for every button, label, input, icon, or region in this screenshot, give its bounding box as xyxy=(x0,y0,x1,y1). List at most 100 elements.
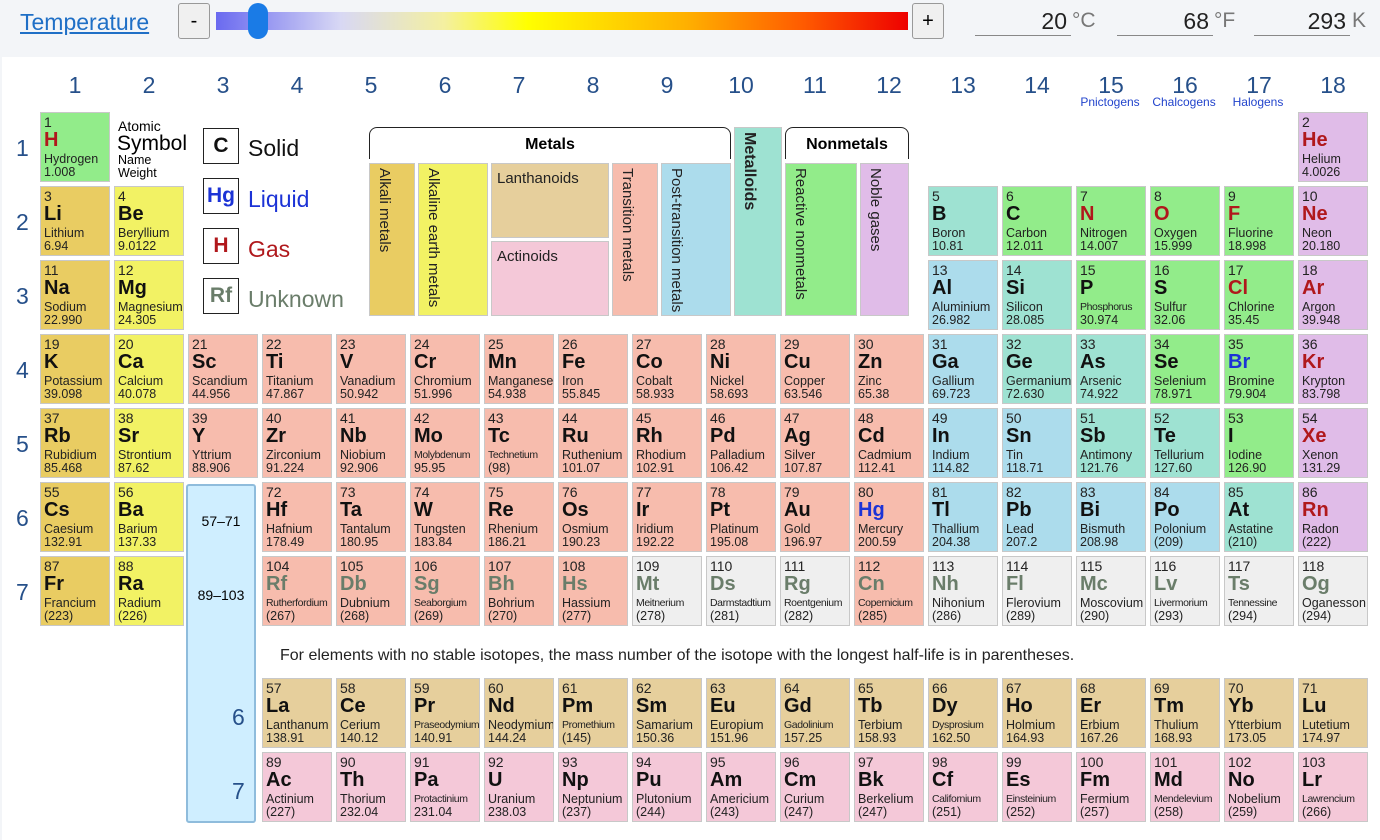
element-antimony[interactable]: 51 Sb Antimony 121.76 xyxy=(1076,408,1146,478)
element-rhodium[interactable]: 45 Rh Rhodium 102.91 xyxy=(632,408,702,478)
category-alkaline-earth-metals[interactable]: Alkaline earth metals xyxy=(418,163,488,316)
element-oganesson[interactable]: 118 Og Oganesson (294) xyxy=(1298,556,1368,626)
element-curium[interactable]: 96 Cm Curium (247) xyxy=(780,752,850,822)
element-radon[interactable]: 86 Rn Radon (222) xyxy=(1298,482,1368,552)
element-zinc[interactable]: 30 Zn Zinc 65.38 xyxy=(854,334,924,404)
element-scandium[interactable]: 21 Sc Scandium 44.956 xyxy=(188,334,258,404)
element-samarium[interactable]: 62 Sm Samarium 150.36 xyxy=(632,678,702,748)
element-calcium[interactable]: 20 Ca Calcium 40.078 xyxy=(114,334,184,404)
element-lanthanum[interactable]: 57 La Lanthanum 138.91 xyxy=(262,678,332,748)
element-vanadium[interactable]: 23 V Vanadium 50.942 xyxy=(336,334,406,404)
element-nihonium[interactable]: 113 Nh Nihonium (286) xyxy=(928,556,998,626)
category-noble-gases[interactable]: Noble gases xyxy=(860,163,909,316)
category-lanthanoids[interactable]: Lanthanoids xyxy=(491,163,609,238)
temperature-link[interactable]: Temperature xyxy=(20,9,150,35)
element-actinium[interactable]: 89 Ac Actinium (227) xyxy=(262,752,332,822)
category-alkali-metals[interactable]: Alkali metals xyxy=(369,163,415,316)
element-gadolinium[interactable]: 64 Gd Gadolinium 157.25 xyxy=(780,678,850,748)
element-radium[interactable]: 88 Ra Radium (226) xyxy=(114,556,184,626)
element-chlorine[interactable]: 17 Cl Chlorine 35.45 xyxy=(1224,260,1294,330)
element-copernicium[interactable]: 112 Cn Copernicium (285) xyxy=(854,556,924,626)
element-darmstadtium[interactable]: 110 Ds Darmstadtium (281) xyxy=(706,556,776,626)
element-neodymium[interactable]: 60 Nd Neodymium 144.24 xyxy=(484,678,554,748)
element-arsenic[interactable]: 33 As Arsenic 74.922 xyxy=(1076,334,1146,404)
element-ruthenium[interactable]: 44 Ru Ruthenium 101.07 xyxy=(558,408,628,478)
element-strontium[interactable]: 38 Sr Strontium 87.62 xyxy=(114,408,184,478)
category-actinoids[interactable]: Actinoids xyxy=(491,241,609,316)
element-bohrium[interactable]: 107 Bh Bohrium (270) xyxy=(484,556,554,626)
element-californium[interactable]: 98 Cf Californium (251) xyxy=(928,752,998,822)
element-nitrogen[interactable]: 7 N Nitrogen 14.007 xyxy=(1076,186,1146,256)
element-tantalum[interactable]: 73 Ta Tantalum 180.95 xyxy=(336,482,406,552)
element-helium[interactable]: 2 He Helium 4.0026 xyxy=(1298,112,1368,182)
element-niobium[interactable]: 41 Nb Niobium 92.906 xyxy=(336,408,406,478)
element-palladium[interactable]: 46 Pd Palladium 106.42 xyxy=(706,408,776,478)
element-americium[interactable]: 95 Am Americium (243) xyxy=(706,752,776,822)
element-oxygen[interactable]: 8 O Oxygen 15.999 xyxy=(1150,186,1220,256)
element-terbium[interactable]: 65 Tb Terbium 158.93 xyxy=(854,678,924,748)
decrease-temperature-button[interactable]: - xyxy=(178,3,210,39)
element-nickel[interactable]: 28 Ni Nickel 58.693 xyxy=(706,334,776,404)
element-magnesium[interactable]: 12 Mg Magnesium 24.305 xyxy=(114,260,184,330)
element-yttrium[interactable]: 39 Y Yttrium 88.906 xyxy=(188,408,258,478)
element-dysprosium[interactable]: 66 Dy Dysprosium 162.50 xyxy=(928,678,998,748)
element-tin[interactable]: 50 Sn Tin 118.71 xyxy=(1002,408,1072,478)
element-beryllium[interactable]: 4 Be Beryllium 9.0122 xyxy=(114,186,184,256)
element-gallium[interactable]: 31 Ga Gallium 69.723 xyxy=(928,334,998,404)
element-uranium[interactable]: 92 U Uranium 238.03 xyxy=(484,752,554,822)
element-nobelium[interactable]: 102 No Nobelium (259) xyxy=(1224,752,1294,822)
element-tungsten[interactable]: 74 W Tungsten 183.84 xyxy=(410,482,480,552)
element-krypton[interactable]: 36 Kr Krypton 83.798 xyxy=(1298,334,1368,404)
temperature-slider-thumb[interactable] xyxy=(248,3,269,39)
element-phosphorus[interactable]: 15 P Phosphorus 30.974 xyxy=(1076,260,1146,330)
element-cadmium[interactable]: 48 Cd Cadmium 112.41 xyxy=(854,408,924,478)
element-einsteinium[interactable]: 99 Es Einsteinium (252) xyxy=(1002,752,1072,822)
element-chromium[interactable]: 24 Cr Chromium 51.996 xyxy=(410,334,480,404)
element-silver[interactable]: 47 Ag Silver 107.87 xyxy=(780,408,850,478)
element-thorium[interactable]: 90 Th Thorium 232.04 xyxy=(336,752,406,822)
element-sodium[interactable]: 11 Na Sodium 22.990 xyxy=(40,260,110,330)
element-carbon[interactable]: 6 C Carbon 12.011 xyxy=(1002,186,1072,256)
element-neptunium[interactable]: 93 Np Neptunium (237) xyxy=(558,752,628,822)
element-xenon[interactable]: 54 Xe Xenon 131.29 xyxy=(1298,408,1368,478)
element-fluorine[interactable]: 9 F Fluorine 18.998 xyxy=(1224,186,1294,256)
element-copper[interactable]: 29 Cu Copper 63.546 xyxy=(780,334,850,404)
element-hassium[interactable]: 108 Hs Hassium (277) xyxy=(558,556,628,626)
f-block-placeholder[interactable]: 57–71 89–103 6 7 xyxy=(186,484,256,823)
element-mendelevium[interactable]: 101 Md Mendelevium (258) xyxy=(1150,752,1220,822)
element-iron[interactable]: 26 Fe Iron 55.845 xyxy=(558,334,628,404)
element-manganese[interactable]: 25 Mn Manganese 54.938 xyxy=(484,334,554,404)
element-fermium[interactable]: 100 Fm Fermium (257) xyxy=(1076,752,1146,822)
element-germanium[interactable]: 32 Ge Germanium 72.630 xyxy=(1002,334,1072,404)
element-selenium[interactable]: 34 Se Selenium 78.971 xyxy=(1150,334,1220,404)
element-seaborgium[interactable]: 106 Sg Seaborgium (269) xyxy=(410,556,480,626)
element-indium[interactable]: 49 In Indium 114.82 xyxy=(928,408,998,478)
element-astatine[interactable]: 85 At Astatine (210) xyxy=(1224,482,1294,552)
element-plutonium[interactable]: 94 Pu Plutonium (244) xyxy=(632,752,702,822)
kelvin-input[interactable]: 293 xyxy=(1254,6,1350,36)
element-thallium[interactable]: 81 Tl Thallium 204.38 xyxy=(928,482,998,552)
element-tellurium[interactable]: 52 Te Tellurium 127.60 xyxy=(1150,408,1220,478)
element-iodine[interactable]: 53 I Iodine 126.90 xyxy=(1224,408,1294,478)
element-cerium[interactable]: 58 Ce Cerium 140.12 xyxy=(336,678,406,748)
element-livermorium[interactable]: 116 Lv Livermorium (293) xyxy=(1150,556,1220,626)
category-post-transition-metals[interactable]: Post-transition metals xyxy=(661,163,731,316)
element-osmium[interactable]: 76 Os Osmium 190.23 xyxy=(558,482,628,552)
element-titanium[interactable]: 22 Ti Titanium 47.867 xyxy=(262,334,332,404)
element-platinum[interactable]: 78 Pt Platinum 195.08 xyxy=(706,482,776,552)
category-metalloids[interactable]: Metalloids xyxy=(734,127,782,316)
element-hydrogen[interactable]: 1 H Hydrogen 1.008 xyxy=(40,112,110,182)
element-mercury[interactable]: 80 Hg Mercury 200.59 xyxy=(854,482,924,552)
element-promethium[interactable]: 61 Pm Promethium (145) xyxy=(558,678,628,748)
element-dubnium[interactable]: 105 Db Dubnium (268) xyxy=(336,556,406,626)
element-rubidium[interactable]: 37 Rb Rubidium 85.468 xyxy=(40,408,110,478)
element-praseodymium[interactable]: 59 Pr Praseodymium 140.91 xyxy=(410,678,480,748)
element-sulfur[interactable]: 16 S Sulfur 32.06 xyxy=(1150,260,1220,330)
element-hafnium[interactable]: 72 Hf Hafnium 178.49 xyxy=(262,482,332,552)
element-technetium[interactable]: 43 Tc Technetium (98) xyxy=(484,408,554,478)
fahrenheit-input[interactable]: 68 xyxy=(1117,6,1213,36)
element-bismuth[interactable]: 83 Bi Bismuth 208.98 xyxy=(1076,482,1146,552)
element-potassium[interactable]: 19 K Potassium 39.098 xyxy=(40,334,110,404)
element-flerovium[interactable]: 114 Fl Flerovium (289) xyxy=(1002,556,1072,626)
increase-temperature-button[interactable]: + xyxy=(912,3,944,39)
